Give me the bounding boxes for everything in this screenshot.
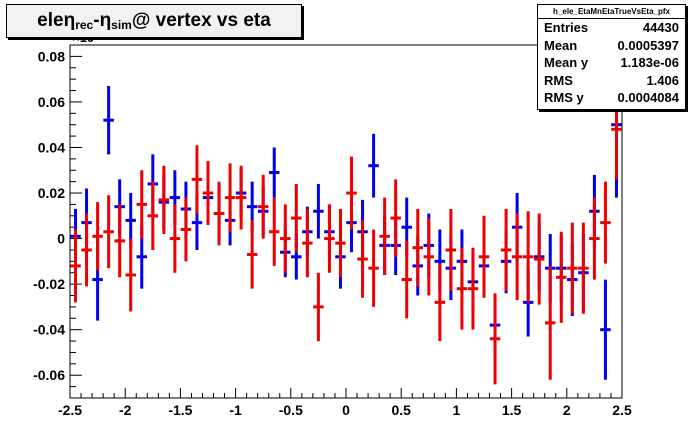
y-tick-label: -0.06 <box>33 367 65 383</box>
x-tick-label: -2.5 <box>58 402 82 418</box>
stats-label: RMS y <box>544 90 584 105</box>
x-tick-label: 1.5 <box>502 402 522 418</box>
y-tick-label: -0.04 <box>33 322 65 338</box>
title-sub-rec: rec <box>75 18 94 32</box>
data-series <box>70 51 622 385</box>
stats-row-mean: Mean 0.0005397 <box>538 37 685 55</box>
stats-box: h_ele_EtaMnEtaTrueVsEta_pfx Entries 4443… <box>537 4 686 110</box>
tick-labels: -2.5 -2 -1.5 -1 -0.5 0 0.5 1 1.5 2 2.5 -0.06 -0.04 -0… <box>33 48 632 418</box>
x-tick-label: -0.5 <box>279 402 303 418</box>
stats-value: 0.0005397 <box>617 37 679 53</box>
title-sub-sim: sim <box>111 18 132 32</box>
series-red <box>70 79 622 385</box>
axis-ticks <box>69 44 623 399</box>
x-tick-label: -2 <box>119 402 132 418</box>
stats-row-rms-y: RMS y 0.0004084 <box>538 89 685 107</box>
title-rest: @ vertex vs eta <box>131 10 271 31</box>
y-tick-label: 0.02 <box>38 185 65 201</box>
stats-value: 44430 <box>642 20 679 35</box>
stats-row-entries: Entries 44430 <box>538 19 685 37</box>
stats-label: Mean y <box>544 55 589 70</box>
stats-value: 1.406 <box>646 72 679 88</box>
y-tick-label: -0.02 <box>33 276 65 292</box>
x-tick-label: -1 <box>229 402 242 418</box>
x-tick-label: 0.5 <box>391 402 411 418</box>
x-tick-label: 2 <box>563 402 571 418</box>
x-tick-label: 2.5 <box>612 402 632 418</box>
stats-histogram-name: h_ele_EtaMnEtaTrueVsEta_pfx <box>538 5 685 19</box>
chart-title: ele η rec - η sim @ vertex vs eta <box>6 4 302 38</box>
stats-value: 1.183e-06 <box>620 55 679 70</box>
title-eta-1: η <box>63 10 76 31</box>
title-mid: - <box>93 10 100 31</box>
stats-value: 0.0004084 <box>617 90 679 105</box>
stats-label: RMS <box>544 72 573 88</box>
stats-row-rms: RMS 1.406 <box>538 72 685 90</box>
stats-label: Entries <box>544 20 589 35</box>
x-tick-label: 0 <box>342 402 350 418</box>
x-tick-label: 1 <box>453 402 461 418</box>
title-eta-2: η <box>99 10 112 31</box>
stats-label: Mean <box>544 37 578 53</box>
x-tick-label: -1.5 <box>168 402 192 418</box>
y-tick-label: 0.04 <box>38 139 65 155</box>
y-tick-label: 0.06 <box>38 94 65 110</box>
title-main: ele <box>37 10 64 31</box>
y-tick-label: 0.08 <box>38 48 65 64</box>
y-tick-label: 0 <box>57 231 65 247</box>
stats-row-mean-y: Mean y 1.183e-06 <box>538 54 685 72</box>
